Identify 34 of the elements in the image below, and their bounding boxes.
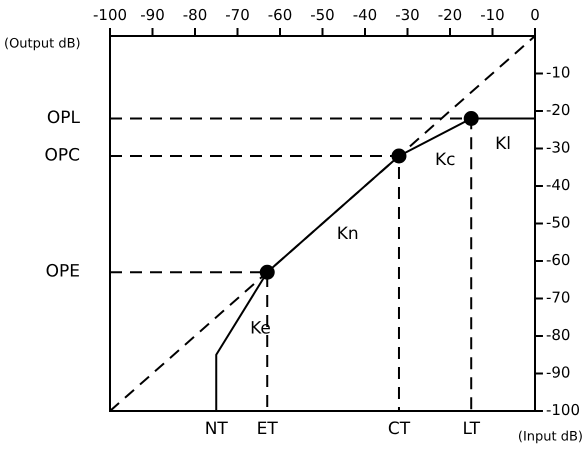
- annotation: Kn: [336, 224, 359, 244]
- x-tick-label: -60: [268, 6, 292, 24]
- annotation: Kc: [434, 150, 456, 170]
- y-tick-label: -50: [546, 213, 570, 232]
- x-tick-label: -100: [92, 6, 128, 24]
- y-tick-label: -40: [546, 176, 570, 194]
- x-axis-title: (Input dB): [518, 429, 583, 444]
- x-tick-label: -40: [352, 6, 378, 24]
- y-tick-label: -20: [546, 100, 570, 119]
- annotation: OPE: [46, 262, 80, 282]
- annotation: LT: [462, 418, 481, 439]
- y-tick-label: -30: [546, 138, 570, 156]
- y-tick-label: -80: [546, 326, 570, 344]
- y-tick-label: -100: [546, 400, 580, 419]
- y-axis-title: (Output dB): [4, 36, 81, 52]
- y-tick-label: -60: [546, 250, 570, 269]
- annotation: Ke: [250, 318, 271, 338]
- x-tick-label: 0: [530, 6, 540, 24]
- y-tick-label: -10: [546, 63, 570, 82]
- x-tick-label: -10: [480, 6, 505, 24]
- annotation: ET: [256, 418, 278, 439]
- y-tick-label: -90: [546, 363, 570, 382]
- annotation: CT: [388, 418, 411, 439]
- x-tick-label: -70: [225, 6, 250, 24]
- x-tick-label: -50: [310, 6, 335, 24]
- annotation: OPC: [44, 145, 80, 166]
- annotation: NT: [204, 418, 228, 439]
- x-tick-label: -80: [182, 6, 208, 24]
- x-tick-label: -30: [395, 6, 420, 24]
- x-tick-label: -90: [140, 6, 165, 24]
- annotation: OPL: [46, 108, 81, 128]
- y-tick-label: -70: [546, 288, 570, 306]
- annotation: Kl: [495, 134, 512, 154]
- x-tick-label: -20: [438, 6, 462, 24]
